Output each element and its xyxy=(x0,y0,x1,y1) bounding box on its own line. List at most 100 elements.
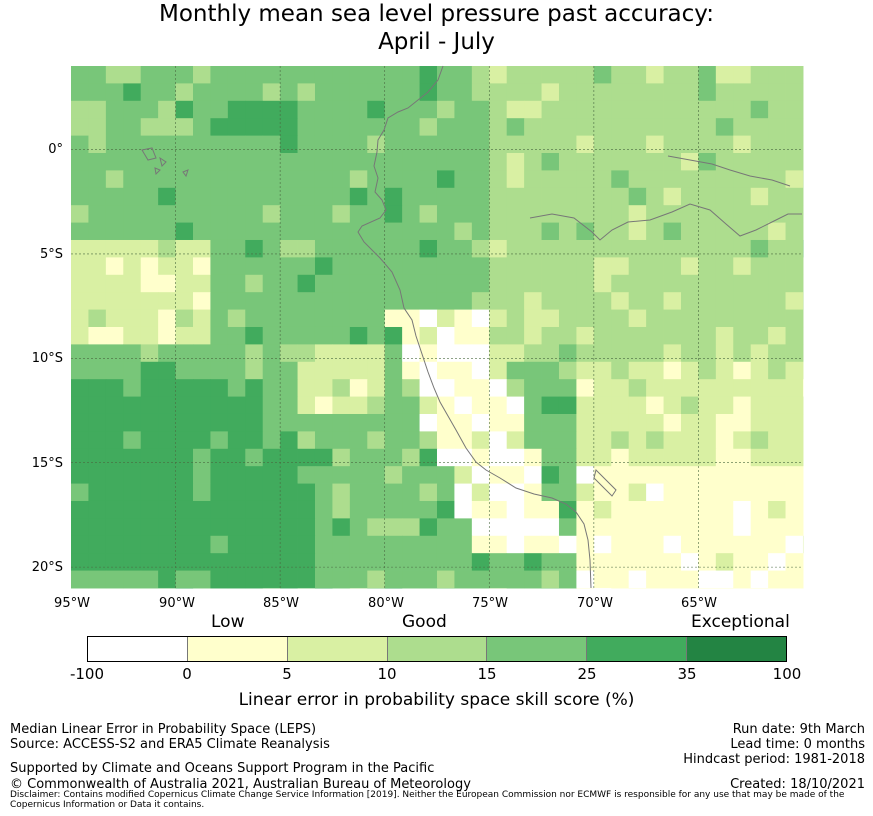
grid-cell xyxy=(419,83,438,102)
grid-cell xyxy=(646,135,664,154)
grid-cell xyxy=(227,483,246,502)
grid-cell xyxy=(105,500,124,519)
grid-cell xyxy=(715,535,734,554)
grid-cell xyxy=(733,396,752,415)
grid-cell xyxy=(454,361,473,380)
grid-cell xyxy=(105,257,124,276)
grid-cell xyxy=(593,83,612,102)
grid-cell xyxy=(436,483,455,502)
grid-cell xyxy=(332,483,351,502)
grid-cell xyxy=(489,326,508,345)
grid-cell xyxy=(663,292,682,310)
grid-cell xyxy=(471,344,490,363)
grid-cell xyxy=(349,570,368,589)
grid-cell xyxy=(402,187,420,206)
grid-cell xyxy=(471,170,490,189)
grid-cell xyxy=(733,100,752,119)
grid-cell xyxy=(733,205,752,223)
grid-cell xyxy=(88,153,107,171)
grid-cell xyxy=(715,222,734,241)
grid-cell xyxy=(367,553,386,571)
grid-cell xyxy=(105,361,124,380)
grid-cell xyxy=(297,448,316,467)
grid-cell xyxy=(402,396,420,415)
grid-cell xyxy=(576,170,595,189)
grid-cell xyxy=(436,135,455,154)
grid-cell xyxy=(506,483,525,502)
grid-cell xyxy=(419,483,438,502)
grid-cell xyxy=(123,100,142,119)
grid-cell xyxy=(576,570,595,589)
grid-cell xyxy=(245,379,264,397)
grid-cell xyxy=(646,66,664,84)
grid-cell xyxy=(663,396,682,415)
grid-cell xyxy=(175,187,194,206)
grid-cell xyxy=(314,518,333,537)
grid-cell xyxy=(593,274,612,293)
grid-cell xyxy=(663,344,682,363)
grid-cell xyxy=(105,205,124,223)
grid-cell xyxy=(628,257,647,276)
grid-cell xyxy=(541,83,560,102)
grid-cell xyxy=(402,326,420,345)
grid-cell xyxy=(680,66,699,84)
grid-cell xyxy=(715,518,734,537)
grid-cell xyxy=(367,66,386,84)
grid-cell xyxy=(262,518,281,537)
grid-cell xyxy=(750,535,769,554)
footer-leps: Median Linear Error in Probability Space… xyxy=(10,722,317,737)
grid-cell xyxy=(227,309,246,328)
grid-cell xyxy=(698,257,717,276)
grid-cell xyxy=(158,83,176,102)
grid-cell xyxy=(715,100,734,119)
grid-cell xyxy=(314,553,333,571)
grid-cell xyxy=(314,326,333,345)
grid-cell xyxy=(576,466,595,484)
grid-cell xyxy=(506,187,525,206)
grid-cell xyxy=(297,535,316,554)
grid-cell xyxy=(541,500,560,519)
grid-cell xyxy=(280,292,298,310)
grid-cell xyxy=(158,379,176,397)
grid-cell xyxy=(175,83,194,102)
grid-cell xyxy=(280,431,298,450)
grid-cell xyxy=(471,100,490,119)
grid-cell xyxy=(245,396,264,415)
grid-cell xyxy=(715,118,734,136)
grid-cell xyxy=(715,170,734,189)
grid-cell xyxy=(193,483,211,502)
grid-cell xyxy=(680,153,699,171)
grid-cell xyxy=(436,466,455,484)
grid-cell xyxy=(262,466,281,484)
grid-cell xyxy=(349,483,368,502)
grid-cell xyxy=(262,135,281,154)
grid-cell xyxy=(262,187,281,206)
grid-cell xyxy=(558,448,577,467)
grid-cell xyxy=(193,257,211,276)
grid-cell xyxy=(489,535,508,554)
map-title-line1: Monthly mean sea level pressure past acc… xyxy=(159,1,714,27)
colorbar-bin-4 xyxy=(387,637,488,661)
graticule xyxy=(71,66,803,588)
grid-cell xyxy=(558,292,577,310)
grid-cell xyxy=(733,326,752,345)
grid-cell xyxy=(314,222,333,241)
grid-cell xyxy=(297,570,316,589)
grid-cell xyxy=(436,570,455,589)
grid-cell xyxy=(698,326,717,345)
grid-cell xyxy=(105,170,124,189)
grid-cell xyxy=(349,500,368,519)
grid-cell xyxy=(611,483,630,502)
grid-cell xyxy=(210,466,229,484)
grid-cell xyxy=(489,83,508,102)
grid-cell xyxy=(349,239,368,258)
grid-cell xyxy=(262,239,281,258)
grid-cell xyxy=(280,396,298,415)
grid-cell xyxy=(506,500,525,519)
grid-cell xyxy=(280,448,298,467)
grid-cell xyxy=(541,326,560,345)
grid-cell xyxy=(576,222,595,241)
grid-cell xyxy=(768,361,786,380)
grid-cell xyxy=(175,570,194,589)
grid-cell xyxy=(419,118,438,136)
